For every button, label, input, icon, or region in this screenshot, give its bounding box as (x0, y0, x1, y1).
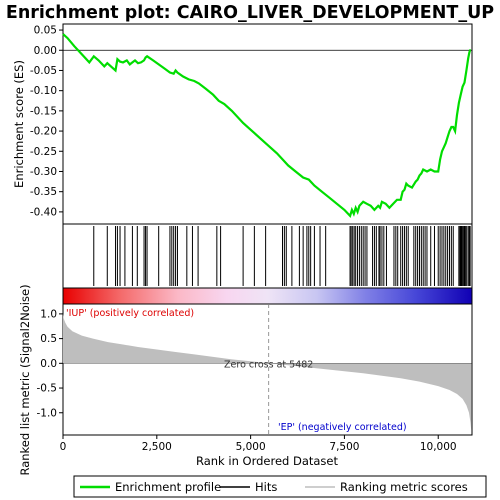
zero-cross-label: Zero cross at 5482 (224, 359, 313, 370)
es-y-tick-label: -0.35 (30, 186, 57, 198)
positive-correlation-label: 'IUP' (positively correlated) (66, 308, 194, 319)
es-y-tick-label: 0.00 (34, 45, 57, 57)
metric-x-tick-label: 7,500 (329, 441, 359, 453)
metric-y-tick-label: 0.5 (40, 333, 57, 345)
legend-box (73, 475, 487, 498)
hits-frame (62, 223, 473, 289)
es-y-axis: 0.05 0.00 -0.05 -0.10 -0.15 -0.20 -0.25 -0.30 -0… (30, 25, 63, 218)
legend: Enrichment profile Hits Ranking metric sco… (73, 475, 487, 498)
metric-x-axis: 0 2,500 5,000 7,500 10,000 (60, 435, 457, 453)
metric-y-axis-label: Ranked list metric (Signal2Noise) (18, 284, 32, 475)
metric-x-tick-label: 5,000 (236, 441, 266, 453)
negative-correlation-label: 'EP' (negatively correlated) (278, 422, 407, 433)
es-y-axis-label: Enrichment score (ES) (12, 60, 26, 188)
chart-title: Enrichment plot: CAIRO_LIVER_DEVELOPMENT… (6, 3, 494, 23)
metric-y-tick-label: -0.5 (37, 383, 58, 395)
metric-x-tick-label: 0 (60, 441, 67, 453)
es-y-tick-label: -0.15 (30, 105, 57, 117)
es-y-tick-label: -0.20 (30, 126, 57, 138)
es-y-tick-label: -0.40 (30, 206, 57, 218)
hit-markers (93, 226, 471, 286)
metric-plot-frame (62, 303, 473, 436)
metric-y-tick-label: 1.0 (40, 308, 57, 320)
legend-label: Hits (255, 480, 277, 494)
es-y-tick-label: -0.30 (30, 166, 57, 178)
ranking-metric-area (63, 313, 472, 431)
es-plot-frame (62, 23, 473, 225)
metric-x-axis-label: Rank in Ordered Dataset (196, 454, 339, 468)
rank-colorbar-panel (62, 287, 473, 305)
hits-panel (62, 223, 473, 289)
es-y-tick-label: -0.05 (30, 65, 57, 77)
es-y-tick-label: 0.05 (34, 25, 57, 37)
legend-label: Enrichment profile (115, 480, 221, 494)
es-y-tick-label: -0.10 (30, 85, 57, 97)
enrichment-profile-line (62, 33, 472, 219)
metric-x-tick-label: 10,000 (420, 441, 457, 453)
metric-y-axis: 1.0 0.5 0.0 -0.5 -1.0 (37, 308, 63, 419)
ranked-list-metric-panel: Zero cross at 5482 'IUP' (positively cor… (18, 284, 473, 476)
metric-x-tick-label: 2,500 (142, 441, 172, 453)
enrichment-profile-panel: 0.05 0.00 -0.05 -0.10 -0.15 -0.20 -0.25 -0.30 -0… (12, 23, 473, 225)
metric-y-tick-label: -1.0 (37, 407, 58, 419)
es-y-tick-label: -0.25 (30, 146, 57, 158)
rank-colorbar (62, 287, 473, 305)
metric-y-tick-label: 0.0 (40, 358, 57, 370)
legend-label: Ranking metric scores (340, 480, 468, 494)
